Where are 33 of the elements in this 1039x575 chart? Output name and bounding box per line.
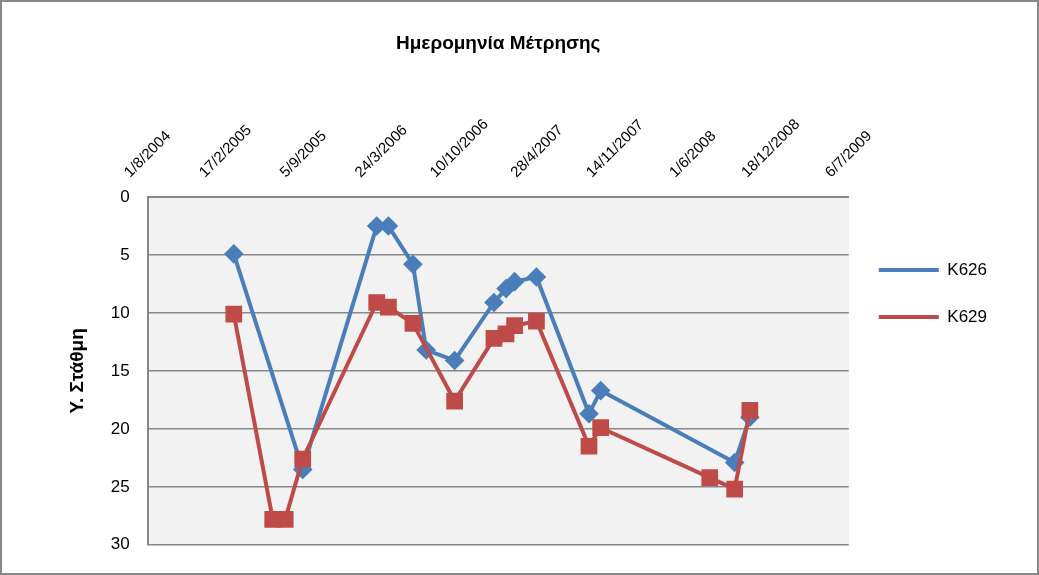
legend-label: Κ629 (947, 306, 987, 326)
point (224, 244, 243, 263)
y-tick-label: 25 (110, 476, 130, 496)
y-tick-label: 15 (110, 360, 130, 380)
point (403, 255, 422, 274)
point (726, 480, 744, 498)
point (445, 351, 464, 370)
point (741, 401, 759, 419)
point (497, 279, 516, 298)
point (404, 315, 422, 332)
point (591, 381, 610, 400)
x-axis-title: Ημερομηνία Μέτρησης (396, 31, 601, 53)
point (527, 267, 546, 286)
y-tick-label: 20 (110, 418, 130, 438)
y-tick-label: 0 (120, 186, 130, 206)
legend-label: Κ626 (947, 259, 987, 279)
point (505, 272, 524, 291)
point (225, 305, 243, 323)
point (506, 317, 523, 335)
point (701, 469, 719, 486)
point (294, 450, 312, 468)
y-tick-label: 10 (110, 302, 130, 322)
point (446, 392, 463, 410)
point (380, 298, 397, 316)
point (592, 419, 610, 437)
y-tick-label: 5 (120, 244, 130, 264)
point (580, 437, 598, 455)
y-axis-title: Υ. Στάθμη (65, 328, 87, 414)
point (528, 312, 545, 330)
point (484, 293, 503, 312)
point (580, 404, 599, 423)
point (276, 510, 294, 528)
y-tick-label: 30 (110, 534, 130, 554)
